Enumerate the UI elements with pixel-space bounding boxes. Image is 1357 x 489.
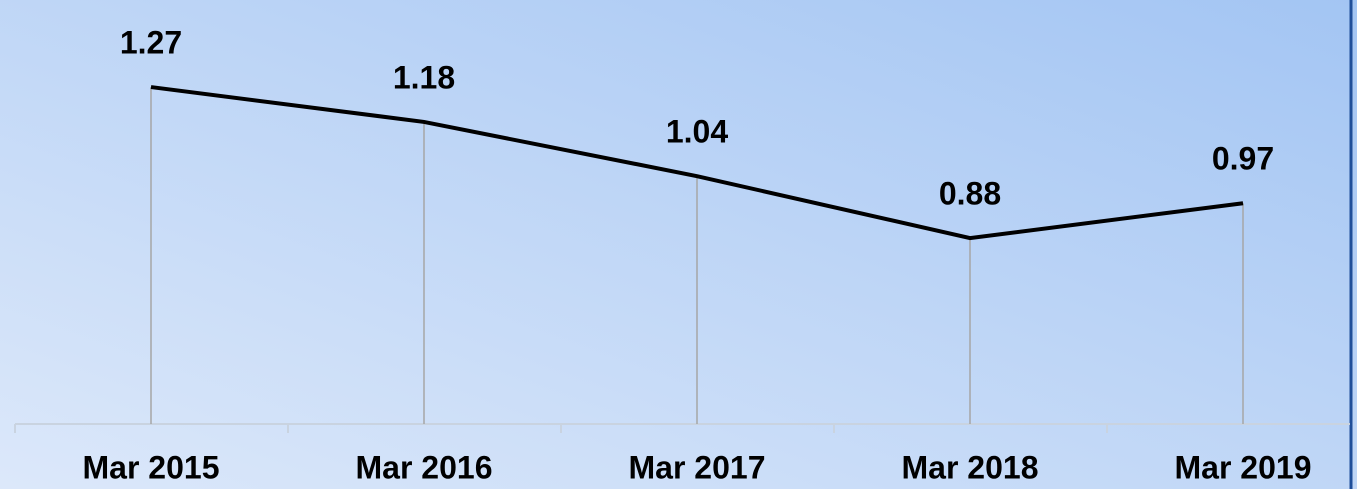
data-label: 1.27	[120, 25, 182, 61]
x-tick-label: Mar 2016	[356, 449, 493, 485]
data-label: 0.97	[1212, 141, 1274, 177]
data-label: 1.18	[393, 59, 455, 95]
x-tick-label: Mar 2018	[902, 449, 1039, 485]
data-label: 0.88	[939, 176, 1001, 212]
data-label: 1.04	[666, 114, 728, 150]
x-tick-label: Mar 2015	[83, 449, 220, 485]
x-tick-label: Mar 2017	[629, 449, 766, 485]
line	[150, 85, 1244, 241]
x-tick-label: Mar 2019	[1175, 449, 1312, 485]
